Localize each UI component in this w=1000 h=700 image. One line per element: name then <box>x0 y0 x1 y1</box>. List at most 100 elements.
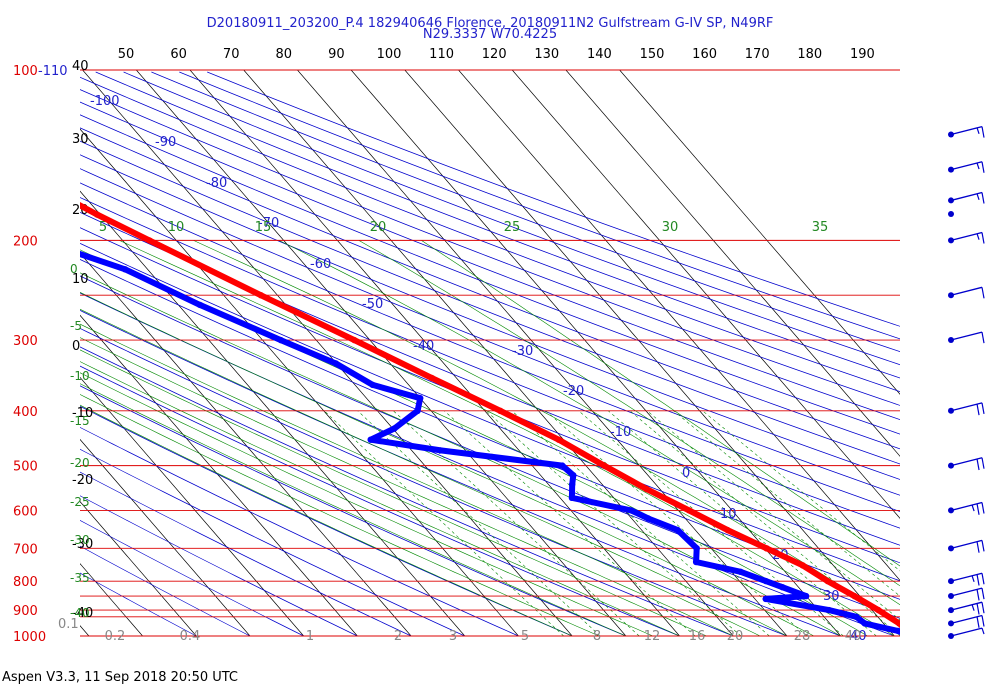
temperature-point <box>497 407 504 414</box>
wind-barb-flag <box>976 603 980 615</box>
isotherm-line <box>297 70 788 637</box>
temperature-point <box>763 545 770 552</box>
dry-adiabat-line <box>80 242 900 582</box>
moist-adiabat-line <box>80 394 600 637</box>
dry-adiabat-line <box>80 310 841 637</box>
dry-adiabat-line <box>80 365 680 637</box>
wind-barb-flag <box>976 404 980 416</box>
dry-adiabat-line <box>80 259 900 600</box>
dry-adiabat-line <box>80 89 900 406</box>
wind-barb-flag <box>971 575 975 582</box>
dewpoint-point <box>332 360 340 367</box>
dewpoint-point <box>369 381 376 389</box>
dry-adiabat-line <box>80 328 788 637</box>
isotherm-line <box>82 70 573 637</box>
temperature-point <box>428 374 435 382</box>
dewpoint-point <box>762 595 769 603</box>
dewpoint-point <box>627 507 635 514</box>
isotherm-line <box>80 376 304 637</box>
moist-adiabat-edge-label: -10 <box>70 369 90 383</box>
temperature-point <box>799 562 806 569</box>
wind-barb-flag <box>981 192 985 204</box>
dewpoint-trace <box>80 250 900 635</box>
wind-barb-flag <box>981 573 985 585</box>
dewpoint-point <box>861 620 868 627</box>
mixing-ratio-label: 5 <box>521 629 529 644</box>
mixing-ratio-label: 0.4 <box>180 629 201 644</box>
top-axis-tick-label: 180 <box>797 47 822 62</box>
pressure-label: 900 <box>13 604 38 619</box>
background-lines <box>80 70 900 637</box>
dewpoint-point <box>692 558 700 566</box>
wind-barb-flag <box>976 616 980 628</box>
dry-adiabat-label: -40 <box>413 339 434 354</box>
temperature-point <box>905 628 911 634</box>
moist-adiabat-label: 20 <box>370 220 387 235</box>
software-footer: Aspen V3.3, 11 Sep 2018 20:50 UTC <box>2 670 239 685</box>
moist-adiabat-edge-label: -40 <box>70 606 90 620</box>
moist-adiabat-edge-label: -30 <box>70 533 90 547</box>
moist-adiabat-label: 25 <box>504 220 521 235</box>
dry-adiabat-line <box>80 211 900 546</box>
wind-barb-flag <box>976 541 980 553</box>
isotherm-line <box>189 70 680 637</box>
temperature-point <box>940 633 946 639</box>
temperature-point <box>685 507 693 514</box>
temperature-point <box>93 211 101 218</box>
dry-adiabat-line <box>80 140 900 465</box>
temperature-point <box>851 592 858 600</box>
dewpoint-point <box>693 545 700 552</box>
mixing-ratio-line <box>485 410 742 637</box>
wind-barb-shaft <box>950 191 983 202</box>
top-axis-tick-label: 50 <box>118 47 135 62</box>
isotherm-label: 30 <box>72 132 89 147</box>
top-axis-tick-label: 120 <box>482 47 507 62</box>
isotherm-label: -20 <box>72 473 93 488</box>
dry-adiabat-line <box>123 71 900 366</box>
dry-adiabat-label: -50 <box>362 297 383 312</box>
wind-barb-flag <box>981 615 985 627</box>
moist-adiabat-label: 35 <box>812 220 829 235</box>
wind-barb-shaft <box>950 161 983 171</box>
wind-barb-flag <box>981 287 985 299</box>
wind-barb-flag <box>981 588 985 600</box>
dry-adiabat-line <box>80 76 900 392</box>
mixing-ratio-line <box>393 410 640 637</box>
pressure-label: 500 <box>13 460 38 475</box>
temperature-point <box>146 237 153 244</box>
top-axis-tick-label: 170 <box>745 47 770 62</box>
isotherm-line <box>80 128 519 637</box>
isotherm-line <box>243 70 734 637</box>
isotherm-line <box>80 501 197 637</box>
moist-adiabat-edge-label: -20 <box>70 456 90 470</box>
dry-adiabat-line <box>80 227 900 564</box>
sounding-traces <box>12 163 946 639</box>
dry-adiabat-line <box>80 197 900 529</box>
wind-barb-flag <box>976 193 980 200</box>
moist-adiabat-label: 5 <box>99 220 107 235</box>
dewpoint-point <box>196 301 204 309</box>
wind-barb-flag <box>976 127 980 135</box>
moist-adiabat-label: 10 <box>168 220 185 235</box>
dry-adiabat-line <box>80 182 900 512</box>
dry-adiabat-label: -30 <box>512 344 533 359</box>
temperature-point <box>555 436 562 443</box>
dry-adiabat-line <box>80 292 895 637</box>
pressure-label: 200 <box>13 234 38 249</box>
dewpoint-point <box>895 627 900 635</box>
top-axis-tick-label: 80 <box>276 47 293 62</box>
pressure-label: 100 <box>13 64 38 79</box>
temperature-point <box>12 163 18 169</box>
top-axis-tick-label: 190 <box>850 47 875 62</box>
dry-adiabat-line <box>80 448 465 637</box>
isotherm-line <box>80 314 358 637</box>
mixing-ratio-label: 8 <box>593 629 601 644</box>
top-axis-tick-label: 130 <box>534 47 559 62</box>
chart-title: D20180911_203200_P.4 182940646 Florence,… <box>206 16 774 31</box>
dry-adiabat-line <box>80 426 519 637</box>
wind-barb-flag <box>971 504 975 512</box>
mixing-ratio-label: 0.1 <box>58 617 79 632</box>
dry-adiabat-line <box>80 154 900 480</box>
dry-adiabat-line <box>80 471 412 637</box>
